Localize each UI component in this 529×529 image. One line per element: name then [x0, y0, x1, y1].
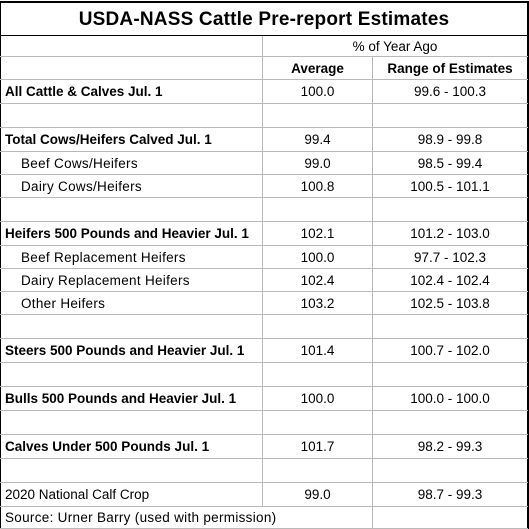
- empty-cell: [0, 56, 263, 80]
- table-row: Heifers 500 Pounds and Heavier Jul. 1 10…: [0, 221, 529, 246]
- row-average: 100.0: [262, 245, 373, 269]
- row-label: Dairy Cows/Heifers: [0, 174, 263, 198]
- column-header-row: Average Range of Estimates: [0, 56, 529, 80]
- row-label: Calves Under 500 Pounds Jul. 1: [0, 434, 263, 459]
- table-row: Dairy Replacement Heifers 102.4 102.4 - …: [0, 268, 529, 292]
- row-range: 101.2 - 103.0: [371, 221, 529, 246]
- row-range: 102.5 - 103.8: [371, 291, 529, 315]
- table-row: Other Heifers 103.2 102.5 - 103.8: [0, 291, 529, 315]
- row-average: 102.1: [262, 221, 373, 246]
- row-average: 100.0: [262, 79, 373, 104]
- range-column-header: Range of Estimates: [371, 56, 529, 80]
- title-row: USDA-NASS Cattle Pre-report Estimates: [0, 2, 529, 36]
- spacer-row: [0, 197, 529, 222]
- group-header: % of Year Ago: [261, 35, 529, 57]
- empty-cell: [0, 35, 263, 57]
- row-range: 97.7 - 102.3: [371, 245, 529, 269]
- spacer-row: [0, 458, 529, 483]
- table-row: Calves Under 500 Pounds Jul. 1 101.7 98.…: [0, 434, 529, 459]
- spacer-row: [0, 314, 529, 339]
- table-row: 2020 National Calf Crop 99.0 98.7 - 99.3: [0, 482, 529, 507]
- row-average: 100.8: [262, 174, 373, 198]
- row-range: 99.6 - 100.3: [371, 79, 529, 104]
- row-range: 100.5 - 101.1: [371, 174, 529, 198]
- row-average: 101.7: [262, 434, 373, 459]
- row-range: 98.2 - 99.3: [371, 434, 529, 459]
- row-label: Other Heifers: [0, 291, 263, 315]
- row-average: 103.2: [262, 291, 373, 315]
- group-header-row: % of Year Ago: [0, 35, 529, 57]
- row-label: Total Cows/Heifers Calved Jul. 1: [0, 127, 263, 152]
- row-average: 99.0: [262, 151, 373, 175]
- row-average: 99.4: [262, 127, 373, 152]
- spacer-row: [0, 410, 529, 435]
- row-label: Heifers 500 Pounds and Heavier Jul. 1: [0, 221, 263, 246]
- table-row: Beef Cows/Heifers 99.0 98.5 - 99.4: [0, 151, 529, 175]
- row-label: Dairy Replacement Heifers: [0, 268, 263, 292]
- row-label: Beef Cows/Heifers: [0, 151, 263, 175]
- row-label: Steers 500 Pounds and Heavier Jul. 1: [0, 338, 263, 363]
- row-label: 2020 National Calf Crop: [0, 482, 263, 507]
- row-range: 98.5 - 99.4: [371, 151, 529, 175]
- average-column-header: Average: [262, 56, 373, 80]
- table-row: Bulls 500 Pounds and Heavier Jul. 1 100.…: [0, 386, 529, 411]
- row-range: 100.0 - 100.0: [371, 386, 529, 411]
- row-range: 98.9 - 99.8: [371, 127, 529, 152]
- table-title: USDA-NASS Cattle Pre-report Estimates: [0, 2, 529, 36]
- row-average: 102.4: [262, 268, 373, 292]
- spacer-row: [0, 103, 529, 128]
- row-range: 100.7 - 102.0: [371, 338, 529, 363]
- row-range: 102.4 - 102.4: [371, 268, 529, 292]
- row-average: 99.0: [262, 482, 373, 507]
- row-average: 101.4: [262, 338, 373, 363]
- row-label: Bulls 500 Pounds and Heavier Jul. 1: [0, 386, 263, 411]
- row-average: 100.0: [262, 386, 373, 411]
- spacer-row: [0, 362, 529, 387]
- row-label: Beef Replacement Heifers: [0, 245, 263, 269]
- row-label: All Cattle & Calves Jul. 1: [0, 79, 263, 104]
- row-range: 98.7 - 99.3: [371, 482, 529, 507]
- table-row: All Cattle & Calves Jul. 1 100.0 99.6 - …: [0, 79, 529, 104]
- table-row: Dairy Cows/Heifers 100.8 100.5 - 101.1: [0, 174, 529, 198]
- table-row: Total Cows/Heifers Calved Jul. 1 99.4 98…: [0, 127, 529, 152]
- table-row: Beef Replacement Heifers 100.0 97.7 - 10…: [0, 245, 529, 269]
- table-row: Steers 500 Pounds and Heavier Jul. 1 101…: [0, 338, 529, 363]
